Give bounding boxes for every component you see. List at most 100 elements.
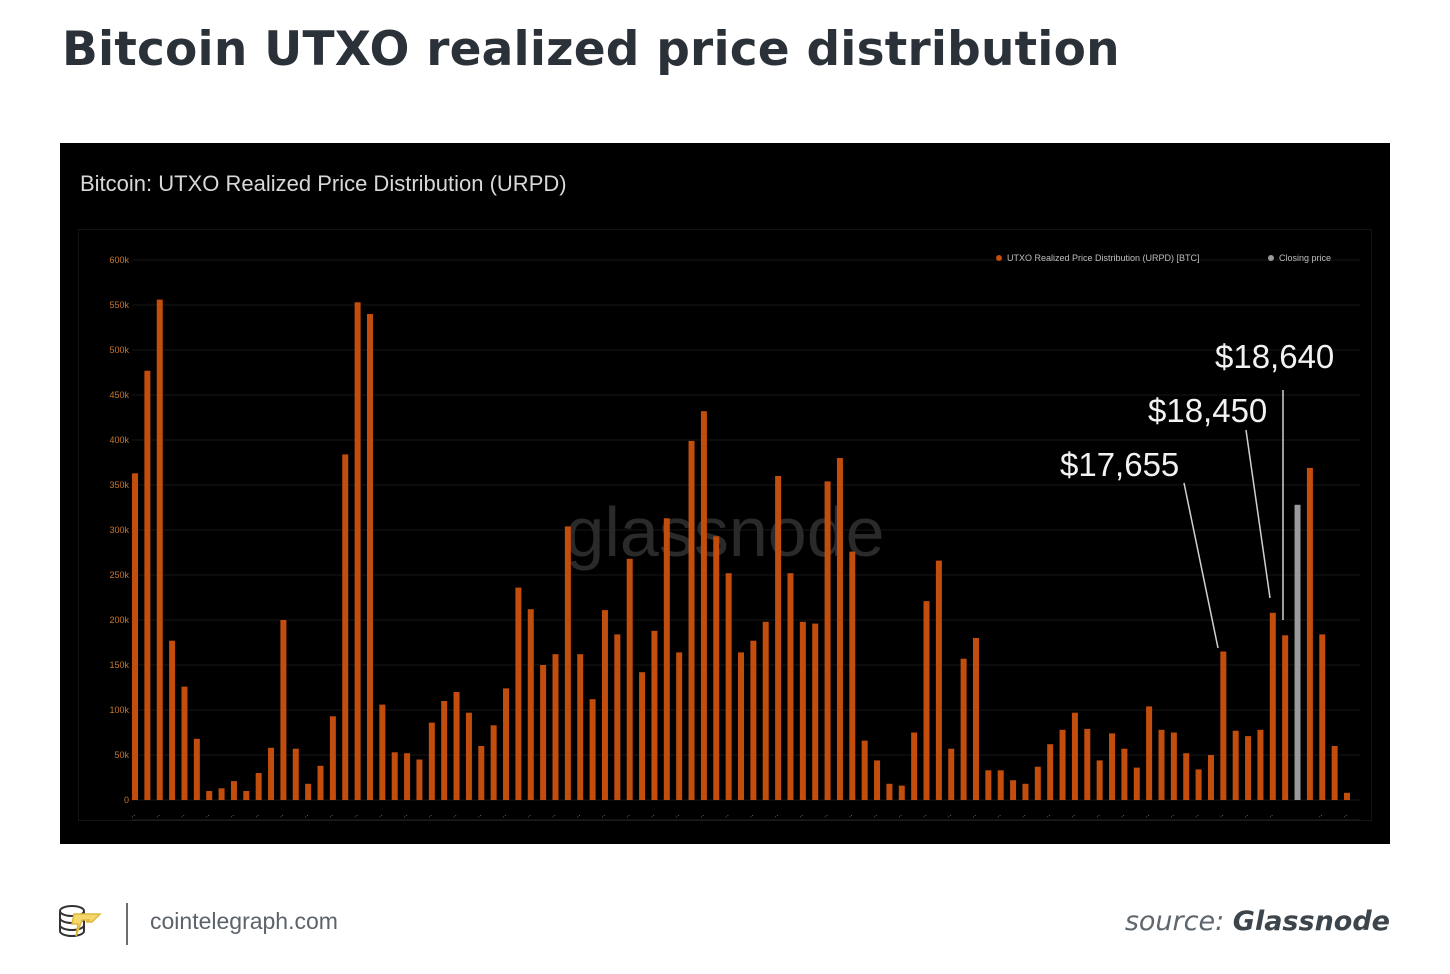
x-tick-label: ·· [278, 812, 287, 821]
x-tick-label: ·· [1341, 812, 1350, 821]
y-tick-label: 200k [109, 615, 129, 625]
urpd-bar [540, 665, 547, 800]
y-tick-label: 600k [109, 255, 129, 265]
x-tick-label: ·· [1242, 812, 1251, 821]
urpd-bar [577, 654, 584, 800]
urpd-bar [181, 686, 188, 800]
x-tick-label: ·· [1168, 812, 1177, 821]
urpd-bar [453, 692, 460, 800]
urpd-bar [564, 526, 571, 800]
page-title: Bitcoin UTXO realized price distribution [62, 22, 1120, 77]
x-tick-label: ·· [377, 812, 386, 821]
x-tick-label: ·· [1193, 812, 1202, 821]
urpd-bar [626, 558, 633, 800]
urpd-bar [824, 481, 831, 800]
x-tick-label: ·· [970, 812, 979, 821]
urpd-bar [515, 587, 522, 800]
x-tick-label: ·· [129, 812, 138, 821]
urpd-bar [317, 765, 324, 800]
urpd-bar [972, 638, 979, 800]
urpd-bar [1232, 730, 1239, 800]
urpd-bar [985, 770, 992, 800]
urpd-bar [676, 652, 683, 800]
source-name: Glassnode [1232, 906, 1390, 937]
urpd-bar [329, 716, 336, 800]
urpd-bar [700, 411, 707, 800]
x-tick-label: ·· [1094, 812, 1103, 821]
urpd-bar [1282, 635, 1289, 800]
urpd-bar [1109, 733, 1116, 800]
urpd-bar [169, 640, 176, 800]
urpd-bar [1195, 769, 1202, 800]
urpd-bar [268, 747, 275, 800]
annotation-leader-line [1183, 482, 1219, 649]
urpd-bar [354, 302, 361, 800]
y-tick-label: 250k [109, 570, 129, 580]
closing-price-bar [1294, 504, 1301, 800]
x-tick-label: ·· [500, 812, 509, 821]
urpd-bar [305, 783, 312, 800]
y-tick-label: 400k [109, 435, 129, 445]
urpd-bar [874, 760, 881, 800]
urpd-bar [218, 788, 225, 800]
legend-label-urpd: UTXO Realized Price Distribution (URPD) … [1007, 253, 1200, 263]
urpd-bar [960, 658, 967, 800]
x-tick-label: ·· [921, 812, 930, 821]
urpd-bar [688, 440, 695, 800]
urpd-bar [775, 476, 782, 800]
urpd-bar [490, 725, 497, 800]
footer-divider [126, 903, 128, 945]
y-tick-label: 350k [109, 480, 129, 490]
urpd-bar [911, 732, 918, 800]
urpd-bar [391, 752, 398, 800]
urpd-bar [601, 610, 608, 800]
y-tick-label: 300k [109, 525, 129, 535]
x-tick-label: ·· [575, 812, 584, 821]
urpd-bar [1034, 766, 1041, 800]
y-tick-label: 450k [109, 390, 129, 400]
urpd-bar [1183, 753, 1190, 800]
x-tick-label: ·· [847, 812, 856, 821]
urpd-bar [132, 473, 138, 800]
x-tick-label: ·· [451, 812, 460, 821]
x-tick-label: ·· [995, 812, 1004, 821]
urpd-bar [527, 609, 534, 800]
urpd-bar [342, 454, 349, 800]
urpd-bar [1047, 744, 1054, 800]
x-tick-label: ·· [204, 812, 213, 821]
x-tick-label: ·· [327, 812, 336, 821]
x-tick-label: ·· [253, 812, 262, 821]
urpd-bar [1071, 712, 1078, 800]
source-label: source: [1124, 906, 1225, 937]
urpd-bar [1269, 612, 1276, 800]
footer-site-link[interactable]: cointelegraph.com [150, 908, 338, 934]
urpd-bar [861, 740, 868, 800]
y-tick-label: 100k [109, 705, 129, 715]
urpd-bar [639, 672, 646, 800]
urpd-bar [589, 699, 596, 800]
x-tick-label: ·· [303, 812, 312, 821]
annotation-label: $18,450 [1148, 392, 1267, 429]
urpd-bar [1059, 729, 1066, 800]
x-tick-label: ·· [154, 812, 163, 821]
legend-marker-urpd [996, 255, 1002, 261]
x-tick-label: ·· [1317, 812, 1326, 821]
legend-label-closing: Closing price [1279, 253, 1331, 263]
x-tick-label: ·· [1069, 812, 1078, 821]
annotation-leader-line [1245, 429, 1271, 599]
urpd-bar [441, 701, 448, 800]
urpd-bar [1220, 651, 1227, 800]
x-tick-label: ·· [402, 812, 411, 821]
urpd-bar [1121, 748, 1128, 800]
urpd-bar [738, 652, 744, 800]
urpd-bar-chart: 0 50k 100k 150k 200k 250k 300k 350k 400k 450k 500k… [109, 253, 1360, 821]
y-tick-label: 50k [114, 750, 129, 760]
urpd-bar [1133, 767, 1140, 800]
chart-panel: Bitcoin: UTXO Realized Price Distributio… [60, 143, 1390, 844]
urpd-bar [1158, 729, 1165, 800]
x-tick-label: ·· [352, 812, 361, 821]
urpd-bar [1170, 732, 1177, 800]
urpd-bar [503, 688, 510, 800]
urpd-bar [404, 753, 411, 800]
urpd-bar [428, 722, 435, 800]
